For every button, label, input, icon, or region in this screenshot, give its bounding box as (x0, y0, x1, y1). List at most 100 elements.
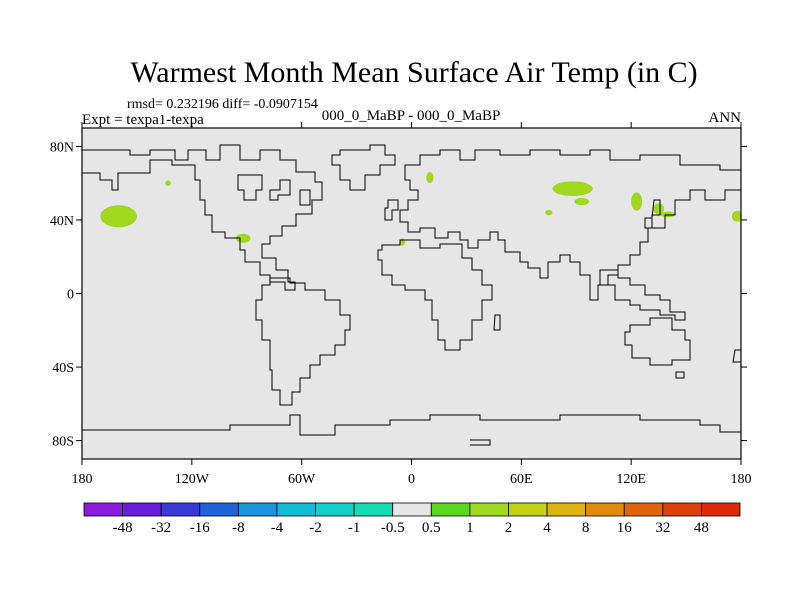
y-axis: 80N 40N 0 40S 80S (50, 140, 747, 450)
anomaly-patch (309, 295, 316, 303)
anomaly-patch (100, 205, 137, 228)
colorbar-swatch (83, 502, 123, 517)
anomaly-patch (731, 210, 741, 222)
anomaly-patch (288, 344, 304, 354)
colorbar-label: -48 (113, 520, 133, 536)
coastline-new-zealand (675, 349, 741, 379)
coastline-japan (644, 199, 661, 229)
anomaly-patch (402, 169, 421, 175)
colorbar-swatch (276, 502, 316, 517)
colorbar-swatch (662, 502, 702, 517)
anomaly-patch (281, 214, 289, 222)
anomaly-patch (673, 189, 685, 196)
colorbar-label: 32 (655, 520, 670, 536)
coastline-maritime (599, 269, 686, 321)
colorbar-swatch (199, 502, 239, 517)
coastline-north-america (82, 144, 323, 291)
colorbar-swatch (585, 502, 625, 517)
coastline-outline (82, 144, 741, 446)
colorbar-label: -32 (151, 520, 171, 536)
anomaly-patch (235, 233, 251, 243)
coastline-eurasia (399, 149, 741, 301)
anomaly-patch (660, 211, 676, 218)
coastline-madagascar (493, 314, 501, 331)
colorbar-label: -16 (190, 520, 210, 536)
colorbar-swatch (469, 502, 509, 517)
x-tick-label: 60W (288, 472, 316, 487)
colorbar-swatch (430, 502, 471, 517)
anomaly-patch (631, 192, 643, 211)
x-tick-label: 0 (408, 472, 415, 487)
colorbar-swatch (546, 502, 587, 517)
x-tick-label: 60E (510, 472, 533, 487)
anomaly-patch (316, 413, 361, 425)
colorbar-label: 8 (582, 520, 590, 536)
coastline-antarctica (82, 414, 741, 436)
x-tick-label: 180 (72, 472, 93, 487)
anomaly-patch (653, 203, 665, 215)
period-label: ANN (709, 110, 742, 126)
colorbar-swatch (122, 502, 162, 517)
y-tick-label: 0 (67, 288, 74, 303)
x-axis: 180 120W 60W 0 60E 120E 180 (72, 122, 752, 487)
coastline-british-isles (384, 199, 399, 221)
anomaly-patch (506, 215, 515, 221)
colorbar-swatch (160, 502, 201, 517)
anomaly-patch (623, 345, 628, 352)
coastline-australia (624, 317, 691, 366)
anomaly-patch (438, 333, 447, 342)
plot-background (82, 128, 741, 459)
coastline-hudson-bay (237, 174, 263, 201)
coastline-antarctica-shelf (470, 439, 491, 446)
y-tick-label: 80N (50, 140, 74, 155)
colorbar-label: 48 (694, 520, 709, 536)
stats-label: rmsd= 0.232196 diff= -0.0907154 (127, 97, 318, 112)
colorbar-label: 0.5 (422, 520, 441, 536)
anomaly-layer (82, 145, 741, 425)
coastline-arctic-island-1 (269, 179, 291, 201)
anomaly-patch (657, 167, 664, 174)
colorbar-swatch (237, 502, 278, 517)
anomaly-patch (226, 145, 242, 151)
anomaly-patch (548, 389, 630, 401)
anomaly-patch (92, 419, 108, 425)
anomaly-patch (574, 197, 590, 206)
colorbar-label: 16 (617, 520, 633, 536)
colorbar-label: -0.5 (381, 520, 405, 536)
anomaly-patch (310, 343, 322, 351)
colorbar-label: -2 (309, 520, 322, 536)
colorbar-swatch (701, 502, 741, 517)
colorbar-swatch (353, 502, 394, 517)
x-tick-label: 180 (731, 472, 752, 487)
anomaly-patch (82, 383, 178, 414)
anomaly-patch (545, 209, 553, 216)
chart-title: Warmest Month Mean Surface Air Temp (in … (130, 56, 697, 89)
comparison-label: 000_0_MaBP - 000_0_MaBP (322, 108, 501, 124)
y-tick-label: 40S (52, 361, 74, 376)
colorbar-swatch (508, 502, 548, 517)
x-tick-label: 120W (175, 472, 210, 487)
coastline-greenland (331, 144, 396, 191)
colorbar-label: 4 (543, 520, 551, 536)
anomaly-patch (730, 174, 738, 181)
anomaly-patch (165, 180, 171, 186)
anomaly-patch (438, 229, 447, 237)
colorbar-label: -8 (232, 520, 245, 536)
colorbar-swatch (392, 502, 432, 517)
coastline-south-america (255, 277, 351, 406)
x-tick-label: 120E (616, 472, 646, 487)
anomaly-patch (400, 258, 408, 266)
y-tick-label: 80S (52, 435, 74, 450)
colorbar-label: 2 (505, 520, 513, 536)
anomaly-patch (475, 218, 483, 226)
colorbar-label: 1 (466, 520, 474, 536)
anomaly-patch (693, 420, 701, 425)
anomaly-patch (552, 181, 593, 197)
anomaly-patch (426, 172, 434, 184)
y-tick-label: 40N (50, 214, 74, 229)
colorbar-swatch (315, 502, 355, 517)
experiment-label: Expt = texpa1-texpa (82, 112, 204, 128)
colorbar: -48 -32 -16 -8 -4 -2 -1 -0.5 0.5 1 2 4 8 16 32 48 (83, 502, 741, 536)
anomaly-patch (426, 420, 434, 425)
